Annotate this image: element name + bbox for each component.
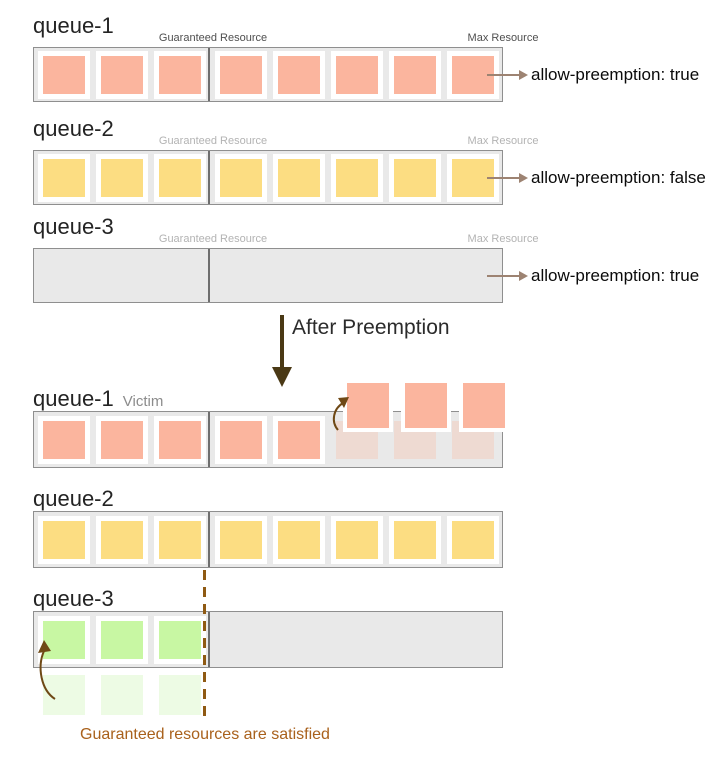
down-arrow-head-icon — [272, 367, 292, 387]
max-resource-label: Max Resource — [467, 135, 539, 147]
max-section — [210, 151, 502, 204]
resource-block — [38, 50, 90, 99]
resource-block — [154, 153, 206, 202]
preemption-annotation: allow-preemption: false — [487, 150, 706, 205]
resource-block — [273, 153, 325, 202]
annotation-text: allow-preemption: false — [531, 167, 706, 187]
queue-title: queue-2 — [33, 486, 114, 511]
guaranteed-section — [34, 612, 210, 667]
resource-block — [273, 415, 325, 464]
resource-block — [215, 415, 267, 464]
resource-block — [215, 50, 267, 99]
move-in-arrow-icon — [38, 640, 56, 700]
guaranteed-section — [34, 512, 210, 567]
max-section — [210, 512, 502, 567]
queue-title: queue-3 — [33, 214, 114, 239]
arrow-line — [487, 73, 519, 76]
resource-block — [96, 515, 148, 564]
down-arrow-icon — [280, 315, 284, 367]
resource-block — [331, 50, 383, 99]
queue-title: queue-1 — [33, 13, 114, 38]
victim-label: Victim — [122, 393, 164, 410]
resource-block — [215, 515, 267, 564]
guaranteed-boundary-dashed-line — [203, 570, 206, 718]
arrow-head-icon — [519, 172, 528, 183]
guaranteed-resource-label: Guaranteed Resource — [158, 233, 268, 245]
max-resource-label: Max Resource — [467, 233, 539, 245]
preempt-out-arrow-icon — [332, 397, 349, 431]
resource-block — [154, 50, 206, 99]
max-section — [210, 48, 502, 101]
resource-block — [154, 415, 206, 464]
queue-title: queue-2 — [33, 116, 114, 141]
preemption-annotation: allow-preemption: true — [487, 248, 699, 303]
resource-block — [38, 615, 90, 664]
guaranteed-section — [34, 151, 210, 204]
resource-block — [215, 153, 267, 202]
transition-label: After Preemption — [292, 316, 450, 339]
arrow-line — [487, 274, 519, 277]
resource-block — [389, 515, 441, 564]
queue-capacity-bar — [33, 411, 503, 468]
guaranteed-resource-label: Guaranteed Resource — [158, 135, 268, 147]
satisfied-note: Guaranteed resources are satisfied — [80, 726, 330, 743]
queue-capacity-bar — [33, 248, 503, 303]
arrow-head-icon — [519, 270, 528, 281]
queue-capacity-bar — [33, 150, 503, 205]
resource-block — [96, 615, 148, 664]
resource-block — [154, 515, 206, 564]
resource-block — [38, 153, 90, 202]
resource-block — [389, 153, 441, 202]
resource-block — [273, 515, 325, 564]
queue-capacity-bar — [33, 47, 503, 102]
resource-block — [96, 50, 148, 99]
incoming-block-ghost — [159, 675, 201, 715]
resource-block — [38, 515, 90, 564]
queue-title: queue-1 Victim — [33, 386, 163, 412]
resource-block — [331, 515, 383, 564]
resource-block — [96, 153, 148, 202]
guaranteed-section — [34, 249, 210, 302]
resource-block — [154, 615, 206, 664]
preempted-block — [401, 379, 451, 432]
max-resource-label: Max Resource — [467, 32, 539, 44]
annotation-text: allow-preemption: true — [531, 64, 700, 84]
queue-title: queue-3 — [33, 586, 114, 611]
resource-block — [447, 515, 499, 564]
arrow-line — [487, 176, 519, 179]
queue-capacity-bar — [33, 511, 503, 568]
max-section — [210, 612, 502, 667]
arrow-head-icon — [519, 69, 528, 80]
guaranteed-section — [34, 48, 210, 101]
resource-block — [96, 415, 148, 464]
preempted-block — [459, 379, 509, 432]
preemption-annotation: allow-preemption: true — [487, 47, 699, 102]
resource-block — [273, 50, 325, 99]
max-section — [210, 249, 502, 302]
queue-capacity-bar — [33, 611, 503, 668]
guaranteed-resource-label: Guaranteed Resource — [158, 32, 268, 44]
resource-block — [38, 415, 90, 464]
resource-block — [389, 50, 441, 99]
queue-title-text: queue-1 — [33, 386, 114, 411]
annotation-text: allow-preemption: true — [531, 265, 700, 285]
incoming-block-ghost — [101, 675, 143, 715]
resource-block — [331, 153, 383, 202]
guaranteed-section — [34, 412, 210, 467]
